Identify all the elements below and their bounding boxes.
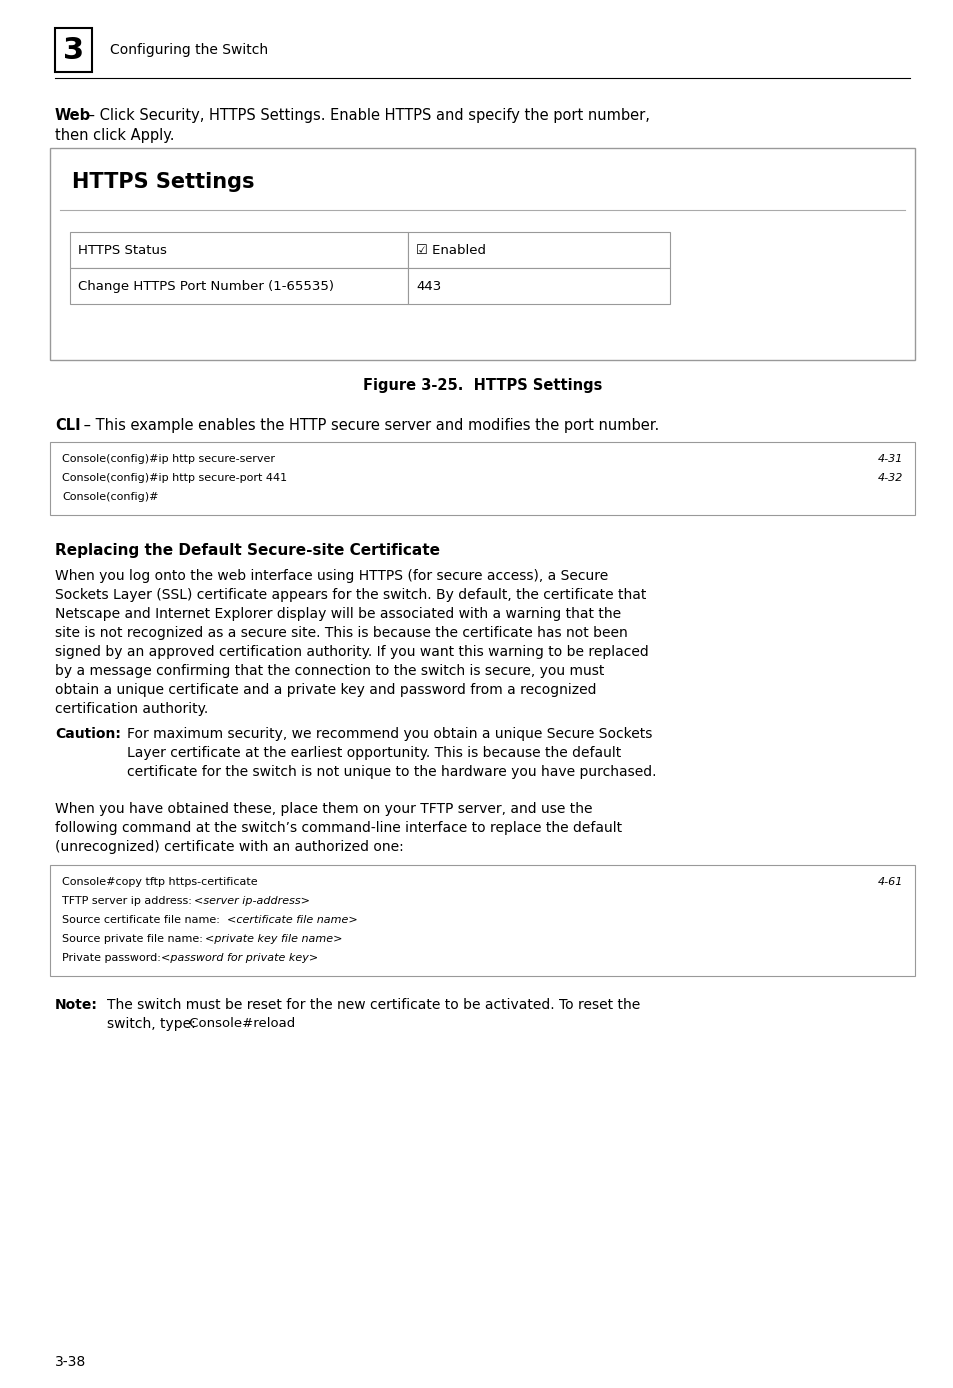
Text: When you have obtained these, place them on your TFTP server, and use the: When you have obtained these, place them… [55,802,592,816]
Text: <server ip-address>: <server ip-address> [193,897,310,906]
Bar [408,232,669,268]
Bar [50,865,914,976]
Text: Figure 3-25.  HTTPS Settings: Figure 3-25. HTTPS Settings [362,378,601,393]
Text: Private password:: Private password: [62,954,164,963]
Text: certificate for the switch is not unique to the hardware you have purchased.: certificate for the switch is not unique… [127,765,656,779]
Text: The switch must be reset for the new certificate to be activated. To reset the: The switch must be reset for the new cer… [107,998,639,1012]
Text: CLI: CLI [55,418,81,433]
Text: Note:: Note: [55,998,98,1012]
Text: Web: Web [55,108,91,124]
Text: Netscape and Internet Explorer display will be associated with a warning that th: Netscape and Internet Explorer display w… [55,607,620,620]
Text: Replacing the Default Secure-site Certificate: Replacing the Default Secure-site Certif… [55,543,439,558]
Text: For maximum security, we recommend you obtain a unique Secure Sockets: For maximum security, we recommend you o… [127,727,652,741]
Text: Source private file name:: Source private file name: [62,934,206,944]
Text: 4-31: 4-31 [877,454,902,464]
Text: then click Apply.: then click Apply. [55,128,174,143]
Text: Source certificate file name:: Source certificate file name: [62,915,223,924]
Text: Layer certificate at the earliest opportunity. This is because the default: Layer certificate at the earliest opport… [127,745,620,761]
Bar [55,28,91,72]
Text: – Click Security, HTTPS Settings. Enable HTTPS and specify the port number,: – Click Security, HTTPS Settings. Enable… [83,108,649,124]
Text: 3-38: 3-38 [55,1355,86,1369]
Text: 3: 3 [63,36,84,64]
Text: 4-61: 4-61 [877,877,902,887]
Text: <private key file name>: <private key file name> [205,934,342,944]
Text: certification authority.: certification authority. [55,702,208,716]
Text: ☑ Enabled: ☑ Enabled [416,243,485,257]
Text: Caution:: Caution: [55,727,121,741]
Text: obtain a unique certificate and a private key and password from a recognized: obtain a unique certificate and a privat… [55,683,596,697]
Text: Sockets Layer (SSL) certificate appears for the switch. By default, the certific: Sockets Layer (SSL) certificate appears … [55,589,646,602]
Text: When you log onto the web interface using HTTPS (for secure access), a Secure: When you log onto the web interface usin… [55,569,608,583]
Bar [408,268,669,304]
Text: HTTPS Status: HTTPS Status [78,243,167,257]
Text: Console#reload: Console#reload [185,1017,294,1030]
Text: following command at the switch’s command-line interface to replace the default: following command at the switch’s comman… [55,820,621,836]
Bar [50,149,914,359]
Bar [70,232,408,268]
Text: switch, type:: switch, type: [107,1017,195,1031]
Text: Console#copy tftp https-certificate: Console#copy tftp https-certificate [62,877,257,887]
Text: Configuring the Switch: Configuring the Switch [110,43,268,57]
Text: site is not recognized as a secure site. This is because the certificate has not: site is not recognized as a secure site.… [55,626,627,640]
Text: Console(config)#: Console(config)# [62,491,158,502]
Text: signed by an approved certification authority. If you want this warning to be re: signed by an approved certification auth… [55,645,648,659]
Text: HTTPS Settings: HTTPS Settings [71,172,254,192]
Text: – This example enables the HTTP secure server and modifies the port number.: – This example enables the HTTP secure s… [79,418,659,433]
Text: by a message confirming that the connection to the switch is secure, you must: by a message confirming that the connect… [55,663,604,677]
Text: TFTP server ip address:: TFTP server ip address: [62,897,195,906]
Bar [70,268,408,304]
Text: 4-32: 4-32 [877,473,902,483]
Bar [50,441,914,515]
Text: <password for private key>: <password for private key> [161,954,318,963]
Text: Console(config)#ip http secure-server: Console(config)#ip http secure-server [62,454,274,464]
Text: 443: 443 [416,279,441,293]
Text: Change HTTPS Port Number (1-65535): Change HTTPS Port Number (1-65535) [78,279,334,293]
Text: Console(config)#ip http secure-port 441: Console(config)#ip http secure-port 441 [62,473,287,483]
Text: <certificate file name>: <certificate file name> [227,915,357,924]
Text: (unrecognized) certificate with an authorized one:: (unrecognized) certificate with an autho… [55,840,403,854]
